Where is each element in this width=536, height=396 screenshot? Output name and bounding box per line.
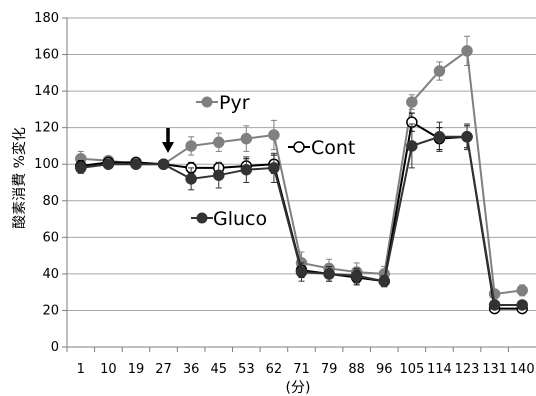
y-tick-label-100: 100	[34, 157, 59, 172]
x-tick-label-79: 79	[321, 362, 338, 377]
point-pyr-140	[516, 284, 528, 297]
series-layer	[75, 35, 528, 315]
point-gluco-1	[75, 162, 87, 174]
legend-pyr-marker	[201, 96, 213, 108]
legend-pyr-label: Pyr	[219, 92, 250, 114]
x-tick-label-114: 114	[427, 362, 452, 377]
point-gluco-27	[157, 158, 170, 170]
legend-cont: Cont	[288, 137, 355, 159]
y-tick-label-40: 40	[42, 267, 59, 282]
down-arrow-head	[162, 142, 174, 153]
x-tick-label-105: 105	[399, 362, 424, 377]
point-gluco-62	[268, 162, 280, 174]
y-axis-ticks: 0 20 40 60 80 100 120 140 160 180	[34, 11, 536, 355]
x-tick-label-88: 88	[348, 362, 365, 377]
x-tick-label-36: 36	[183, 362, 200, 377]
y-tick-label-140: 140	[34, 84, 59, 99]
x-tick-label-140: 140	[510, 362, 535, 377]
x-tick-label-19: 19	[128, 362, 145, 377]
y-tick-label-120: 120	[34, 121, 59, 136]
point-gluco-96	[378, 275, 391, 287]
x-tick-label-45: 45	[210, 362, 227, 377]
legend-cont-label: Cont	[311, 137, 355, 159]
x-tick-label-131: 131	[482, 362, 507, 377]
x-tick-label-62: 62	[266, 362, 283, 377]
point-gluco-140	[516, 299, 528, 311]
point-gluco-10	[102, 158, 115, 170]
point-gluco-53	[240, 163, 253, 176]
point-gluco-36	[185, 173, 197, 185]
point-pyr-36	[185, 140, 197, 152]
down-arrow-annotation	[162, 128, 174, 153]
point-pyr-105	[406, 96, 418, 108]
point-gluco-105	[406, 140, 418, 152]
y-tick-label-20: 20	[42, 303, 59, 318]
point-gluco-45	[212, 169, 225, 181]
x-tick-label-27: 27	[155, 362, 172, 377]
x-axis-title: (分)	[286, 380, 311, 396]
x-tick-label-123: 123	[455, 362, 480, 377]
point-pyr-62	[268, 129, 280, 141]
legend-gluco-marker	[196, 212, 208, 224]
x-tick-label-71: 71	[293, 362, 310, 377]
x-tick-label-96: 96	[376, 362, 393, 377]
point-gluco-19	[130, 158, 142, 170]
x-tick-label-53: 53	[238, 362, 255, 377]
point-pyr-53	[240, 132, 253, 145]
point-pyr-45	[212, 136, 225, 149]
y-tick-label-160: 160	[34, 48, 59, 63]
legend-gluco: Gluco	[191, 208, 267, 230]
legend-pyr: Pyr	[196, 92, 250, 114]
point-pyr-114	[433, 65, 446, 77]
series-gluco	[75, 121, 528, 311]
x-axis-ticks: 1 10 19 27 36 45 53 62 71 79 88 96 105 114 123 131 140	[66, 347, 535, 377]
y-tick-label-80: 80	[42, 194, 59, 209]
point-gluco-88	[350, 269, 363, 282]
series-pyr	[75, 35, 528, 300]
point-gluco-131	[488, 299, 501, 311]
point-pyr-123	[461, 45, 473, 57]
point-gluco-79	[323, 268, 335, 280]
x-tick-label-1: 1	[77, 362, 85, 377]
point-gluco-123	[461, 131, 473, 143]
y-tick-label-0: 0	[51, 340, 59, 355]
point-gluco-114	[433, 131, 446, 143]
x-tick-label-10: 10	[100, 362, 117, 377]
y-tick-label-60: 60	[42, 230, 59, 245]
legend-gluco-label: Gluco	[213, 208, 267, 230]
y-axis-title: 酸素消費 %変化	[11, 127, 28, 229]
point-gluco-71	[295, 266, 308, 278]
legend-cont-marker	[293, 141, 305, 153]
y-tick-label-180: 180	[34, 11, 59, 26]
